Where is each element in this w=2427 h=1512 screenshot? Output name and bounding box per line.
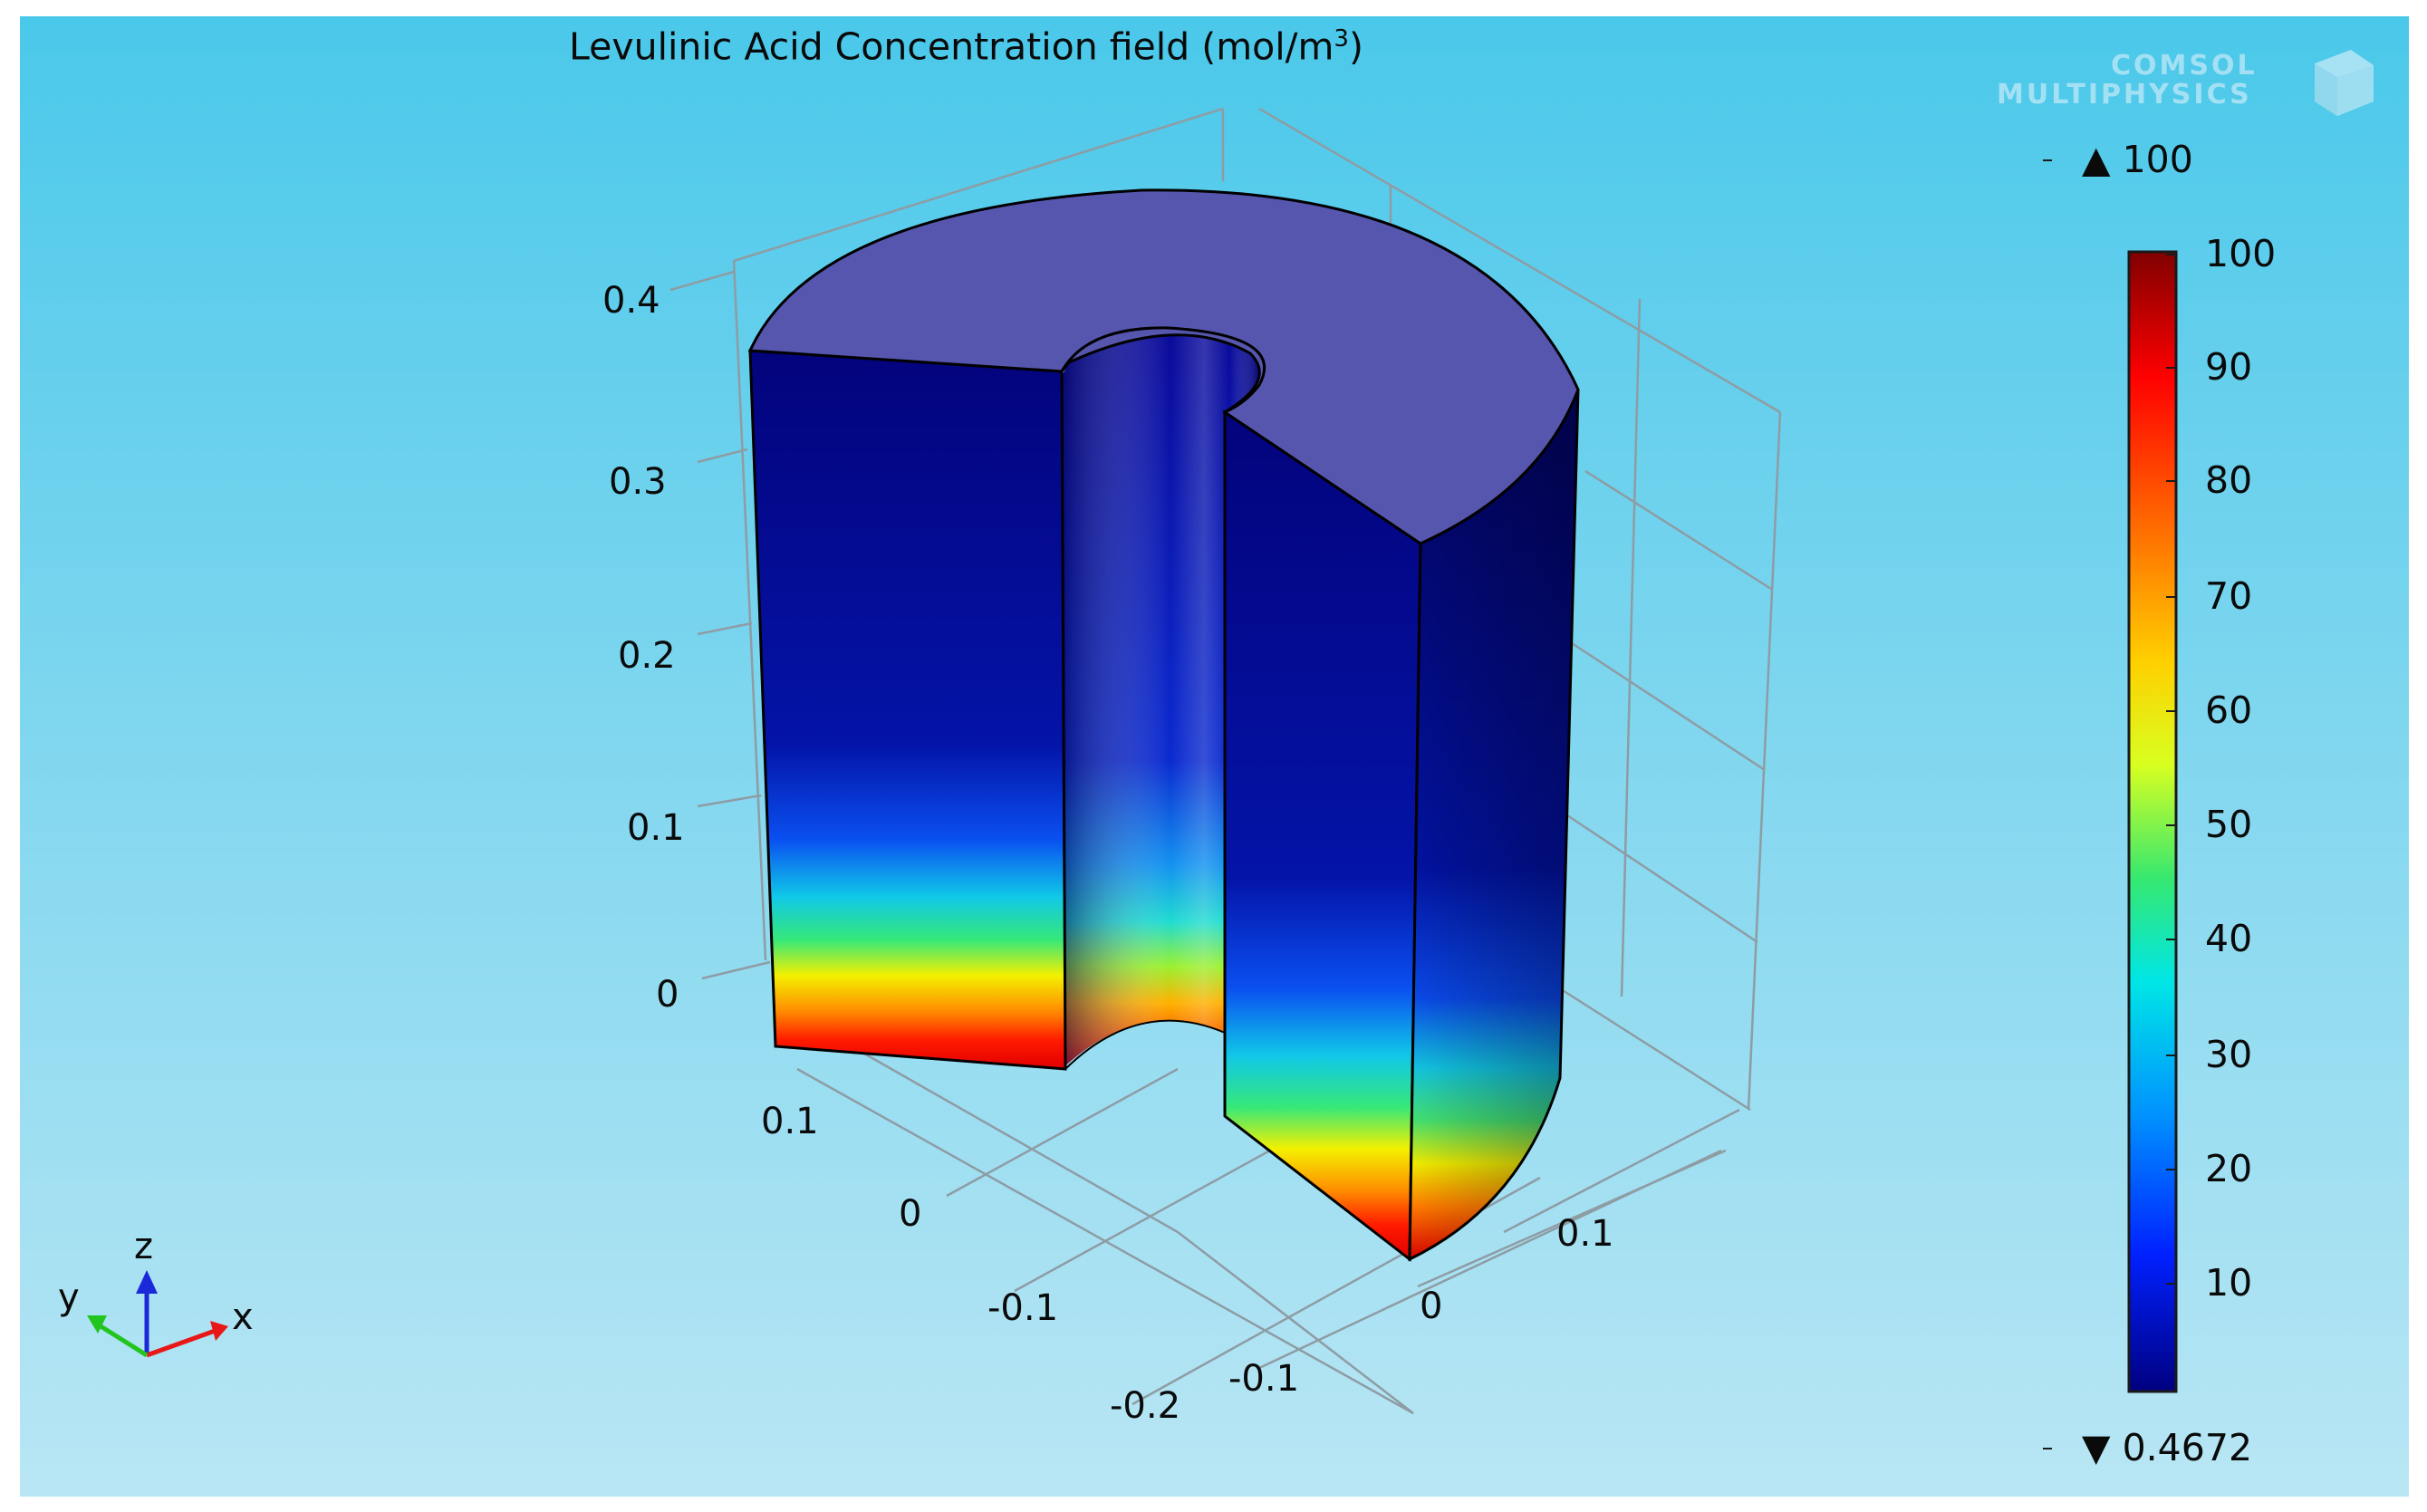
colorbar-tick-label: 40 bbox=[2165, 917, 2253, 960]
colorbar-min-marker: ▼ 0.4672 bbox=[2042, 1426, 2253, 1469]
colorbar-tick-label: 50 bbox=[2165, 803, 2253, 846]
inner-hole-rim bbox=[1060, 326, 1266, 414]
triad-z-label: z bbox=[134, 1226, 153, 1267]
plot-title-text: Levulinic Acid Concentration field (mol/… bbox=[569, 24, 1334, 69]
inner-cylinder-shading bbox=[1062, 334, 1260, 1069]
logo-line2: MULTIPHYSICS bbox=[1997, 79, 2252, 111]
y-tick-label: -0.2 bbox=[1110, 1385, 1181, 1427]
plot-title-unit-superscript: 3 bbox=[1334, 25, 1349, 53]
colorbar-tick-label: 70 bbox=[2165, 574, 2253, 618]
left-cut-face bbox=[748, 349, 1067, 1071]
y-tick-label: 0 bbox=[899, 1193, 922, 1235]
axis-triad bbox=[87, 1270, 228, 1358]
triad-y-label: y bbox=[58, 1276, 80, 1318]
z-tick-label: 0 bbox=[656, 974, 679, 1016]
colorbar-tick-label: 30 bbox=[2165, 1033, 2253, 1076]
outer-curved-shading bbox=[1410, 390, 1578, 1259]
y-tick-label: -0.1 bbox=[987, 1287, 1059, 1329]
colorbar-tick-label: 100 bbox=[2165, 232, 2277, 275]
inner-bottom-arc bbox=[1064, 1019, 1226, 1070]
x-tick-label: 0 bbox=[1420, 1286, 1443, 1327]
colorbar-max-marker: ▲ 100 bbox=[2043, 138, 2193, 181]
z-tick-label: 0.4 bbox=[602, 280, 660, 322]
colorbar-tick-label: 10 bbox=[2165, 1261, 2253, 1305]
colorbar bbox=[2127, 250, 2178, 1393]
x-tick-label: 0.1 bbox=[1556, 1213, 1614, 1255]
plot-title-suffix: ) bbox=[1348, 24, 1363, 69]
x-tick-label: -0.1 bbox=[1228, 1358, 1300, 1400]
y-tick-label: 0.1 bbox=[761, 1101, 819, 1142]
plot-title: Levulinic Acid Concentration field (mol/… bbox=[569, 27, 1363, 66]
colorbar-tick-label: 90 bbox=[2165, 345, 2253, 389]
colorbar-tick-label: 60 bbox=[2165, 689, 2253, 732]
colorbar-tick-label: 80 bbox=[2165, 458, 2253, 502]
top-face bbox=[747, 188, 1580, 545]
z-tick-label: 0.3 bbox=[609, 461, 667, 503]
logo-line1: COMSOL bbox=[2111, 50, 2258, 82]
triad-x-label: x bbox=[232, 1296, 254, 1338]
colorbar-tick-label: 20 bbox=[2165, 1147, 2253, 1190]
z-tick-label: 0.1 bbox=[627, 807, 685, 849]
comsol-logo-icon bbox=[2315, 50, 2374, 116]
right-cut-face bbox=[1223, 409, 1422, 1263]
z-tick-label: 0.2 bbox=[618, 635, 676, 677]
